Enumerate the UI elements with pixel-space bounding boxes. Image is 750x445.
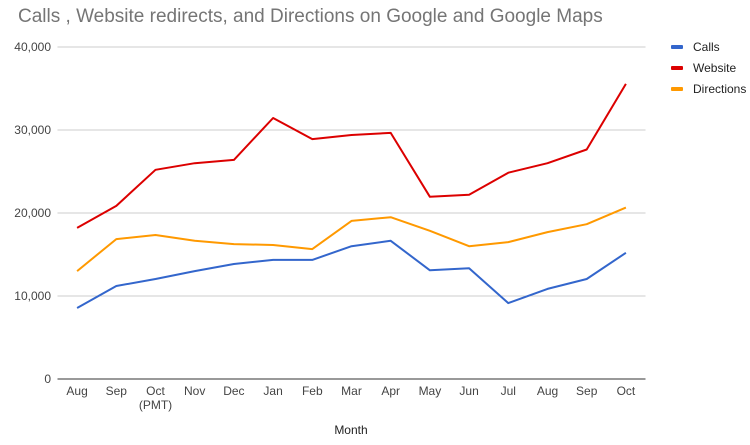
series-line-directions	[76, 206, 627, 272]
x-tick-label: Oct	[146, 384, 165, 398]
x-tick-label: Oct	[617, 384, 636, 398]
series-line-website	[76, 83, 627, 229]
chart-title: Calls , Website redirects, and Direction…	[18, 6, 603, 27]
y-tick-label: 40,000	[14, 40, 51, 54]
legend-label-calls: Calls	[693, 40, 720, 54]
x-tick-label: Sep	[576, 384, 598, 398]
x-tick-label: (PMT)	[139, 398, 172, 412]
y-tick-label: 20,000	[14, 206, 51, 220]
x-tick-label: Feb	[302, 384, 323, 398]
x-tick-label: Dec	[223, 384, 244, 398]
legend-swatch-calls	[671, 45, 683, 49]
legend-item-calls[interactable]: Calls	[671, 40, 720, 54]
x-tick-label: Sep	[106, 384, 128, 398]
y-tick-label: 0	[44, 372, 51, 386]
legend-item-website[interactable]: Website	[671, 61, 736, 75]
x-tick-label: Apr	[381, 384, 400, 398]
legend-label-directions: Directions	[693, 82, 747, 96]
legend-item-directions[interactable]: Directions	[671, 82, 746, 96]
x-tick-label: May	[419, 384, 442, 398]
series-line-calls	[76, 239, 627, 309]
legend-swatch-website	[671, 66, 683, 70]
y-tick-label: 30,000	[14, 123, 51, 137]
x-tick-label: Jul	[501, 384, 516, 398]
x-tick-label: Aug	[66, 384, 87, 398]
x-tick-label: Aug	[537, 384, 558, 398]
legend-label-website: Website	[693, 61, 737, 75]
x-axis-title: Month	[334, 423, 367, 437]
x-tick-label: Jun	[459, 384, 478, 398]
legend-swatch-directions	[671, 87, 683, 91]
x-tick-label: Jan	[263, 384, 282, 398]
y-tick-label: 10,000	[14, 289, 51, 303]
x-tick-label: Mar	[341, 384, 362, 398]
x-tick-label: Nov	[184, 384, 205, 398]
